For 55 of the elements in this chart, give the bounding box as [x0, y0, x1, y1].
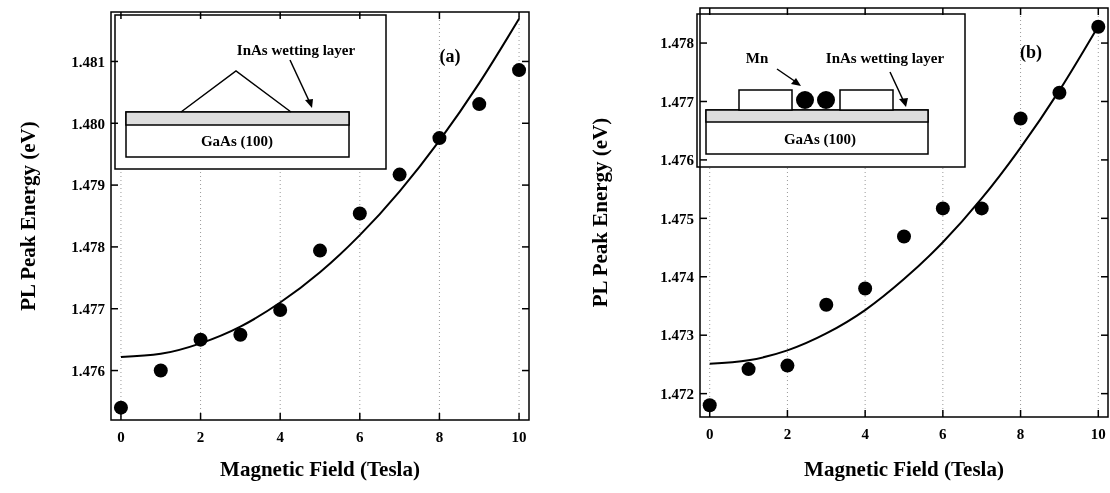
x-tick-label: 10: [511, 429, 527, 445]
x-tick-label: 10: [1090, 426, 1106, 442]
x-tick-label: 8: [435, 429, 444, 445]
y-tick-label: 1.476: [660, 152, 695, 169]
annotation: (b): [1020, 42, 1042, 63]
y-axis-title: PL Peak Energy (eV): [16, 121, 41, 311]
point: [897, 229, 911, 244]
x-tick-label: 0: [705, 426, 714, 442]
y-tick-label: 1.475: [660, 210, 694, 227]
y-axis-title: PL Peak Energy (eV): [588, 117, 613, 308]
y-tick-label: 1.480: [71, 115, 105, 132]
point: [472, 97, 487, 112]
x-tick-label: 2: [783, 426, 792, 442]
y-tick-label: 1.481: [71, 53, 105, 70]
point: [741, 362, 756, 377]
annotation: GaAs (100): [783, 131, 857, 148]
point: [1013, 111, 1028, 126]
point: [858, 281, 873, 296]
x-tick-label: 4: [861, 426, 870, 442]
annotation: (a): [439, 46, 461, 67]
y-tick-label: 1.479: [71, 177, 105, 194]
y-tick-label: 1.476: [71, 362, 106, 379]
layer-schematic: InAs wetting layer GaAs (100): [114, 14, 387, 170]
point: [273, 302, 288, 317]
point: [392, 167, 407, 182]
annotation: InAs wetting layer: [236, 42, 356, 58]
y-tick-label: 1.477: [660, 93, 695, 110]
x-tick-label: 0: [117, 429, 125, 445]
point: [935, 201, 950, 216]
y-tick-label: 1.474: [660, 269, 695, 286]
point: [352, 206, 367, 221]
y-tick-label: 1.477: [71, 300, 106, 317]
x-tick-label: 6: [356, 429, 365, 445]
point: [974, 201, 989, 216]
point: [233, 327, 248, 342]
point: [702, 398, 717, 413]
x-tick-label: 6: [939, 426, 948, 442]
point: [819, 297, 834, 312]
annotation: GaAs (100): [200, 133, 274, 150]
x-tick-label: 4: [276, 429, 285, 445]
x-tick-label: 2: [196, 429, 205, 445]
x-tick-label: 8: [1016, 426, 1025, 442]
x-axis-title: Magnetic Field (Tesla): [804, 457, 1004, 481]
annotation: Mn: [745, 50, 769, 66]
point: [512, 63, 527, 78]
y-tick-label: 1.478: [71, 239, 105, 256]
y-tick-label: 1.472: [660, 385, 694, 402]
point: [780, 358, 795, 373]
point: [313, 243, 327, 258]
point: [153, 363, 168, 378]
x-axis-title: Magnetic Field (Tesla): [220, 457, 420, 481]
y-tick-label: 1.473: [660, 327, 694, 344]
point: [113, 400, 128, 415]
annotation: InAs wetting layer: [825, 50, 945, 66]
y-tick-label: 1.478: [660, 35, 694, 52]
